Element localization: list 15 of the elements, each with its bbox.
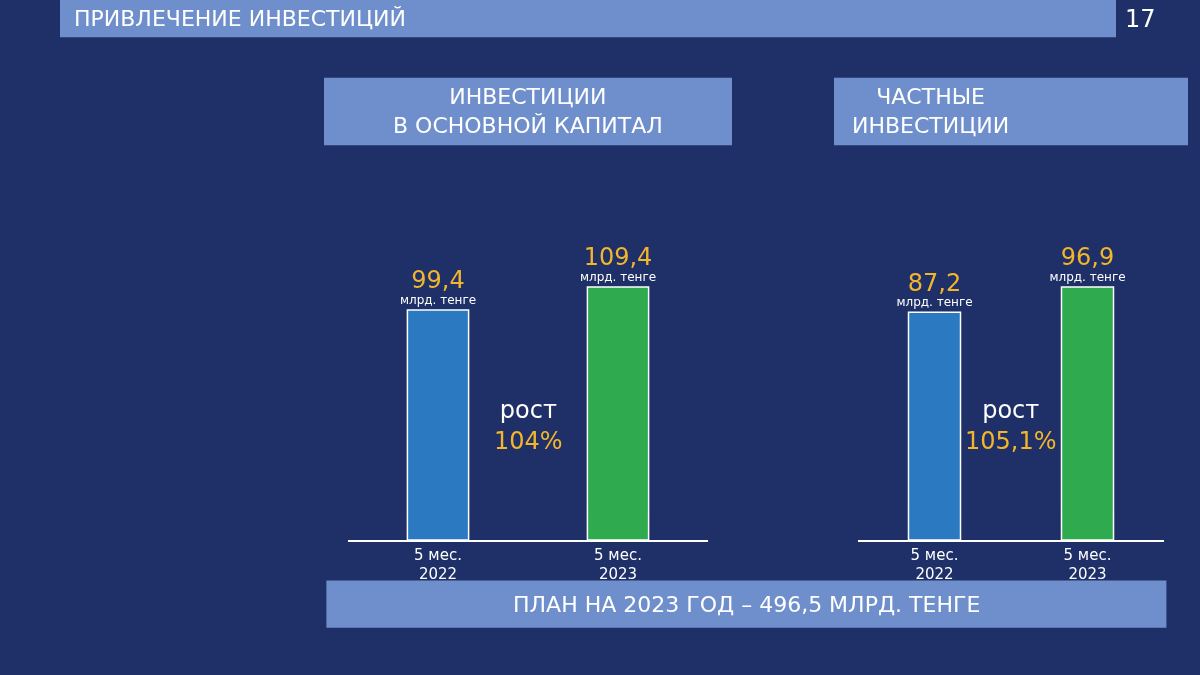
- data-label: 96,9 млрд. тенге: [1049, 243, 1126, 284]
- x-tick-label: 5 мес. 2022: [414, 545, 462, 584]
- text: 17: [1125, 5, 1156, 33]
- data-label: 87,2 млрд. тенге: [896, 268, 973, 310]
- text: ПЛАН НА 2023 ГОД – 496,5 МЛРД. ТЕНГЕ: [513, 592, 981, 617]
- chart-title: ИНВЕСТИЦИИ В ОСНОВНОЙ КАПИТАЛ: [393, 84, 663, 138]
- x-tick-label: 5 мес. 2023: [1063, 545, 1112, 584]
- chart-title: ЧАСТНЫЕ ИНВЕСТИЦИИ: [852, 84, 1010, 138]
- annotation: рост 104%: [494, 396, 563, 456]
- annotation: рост 105,1%: [965, 396, 1057, 456]
- data-label: 99,4 млрд. тенге: [399, 266, 477, 308]
- x-tick-label: 5 мес. 2022: [910, 545, 959, 584]
- x-tick-label: 5 мес. 2023: [594, 545, 642, 584]
- text: ПРИВЛЕЧЕНИЕ ИНВЕСТИЦИЙ: [74, 6, 406, 31]
- data-label: 109,4 млрд. тенге: [579, 243, 657, 284]
